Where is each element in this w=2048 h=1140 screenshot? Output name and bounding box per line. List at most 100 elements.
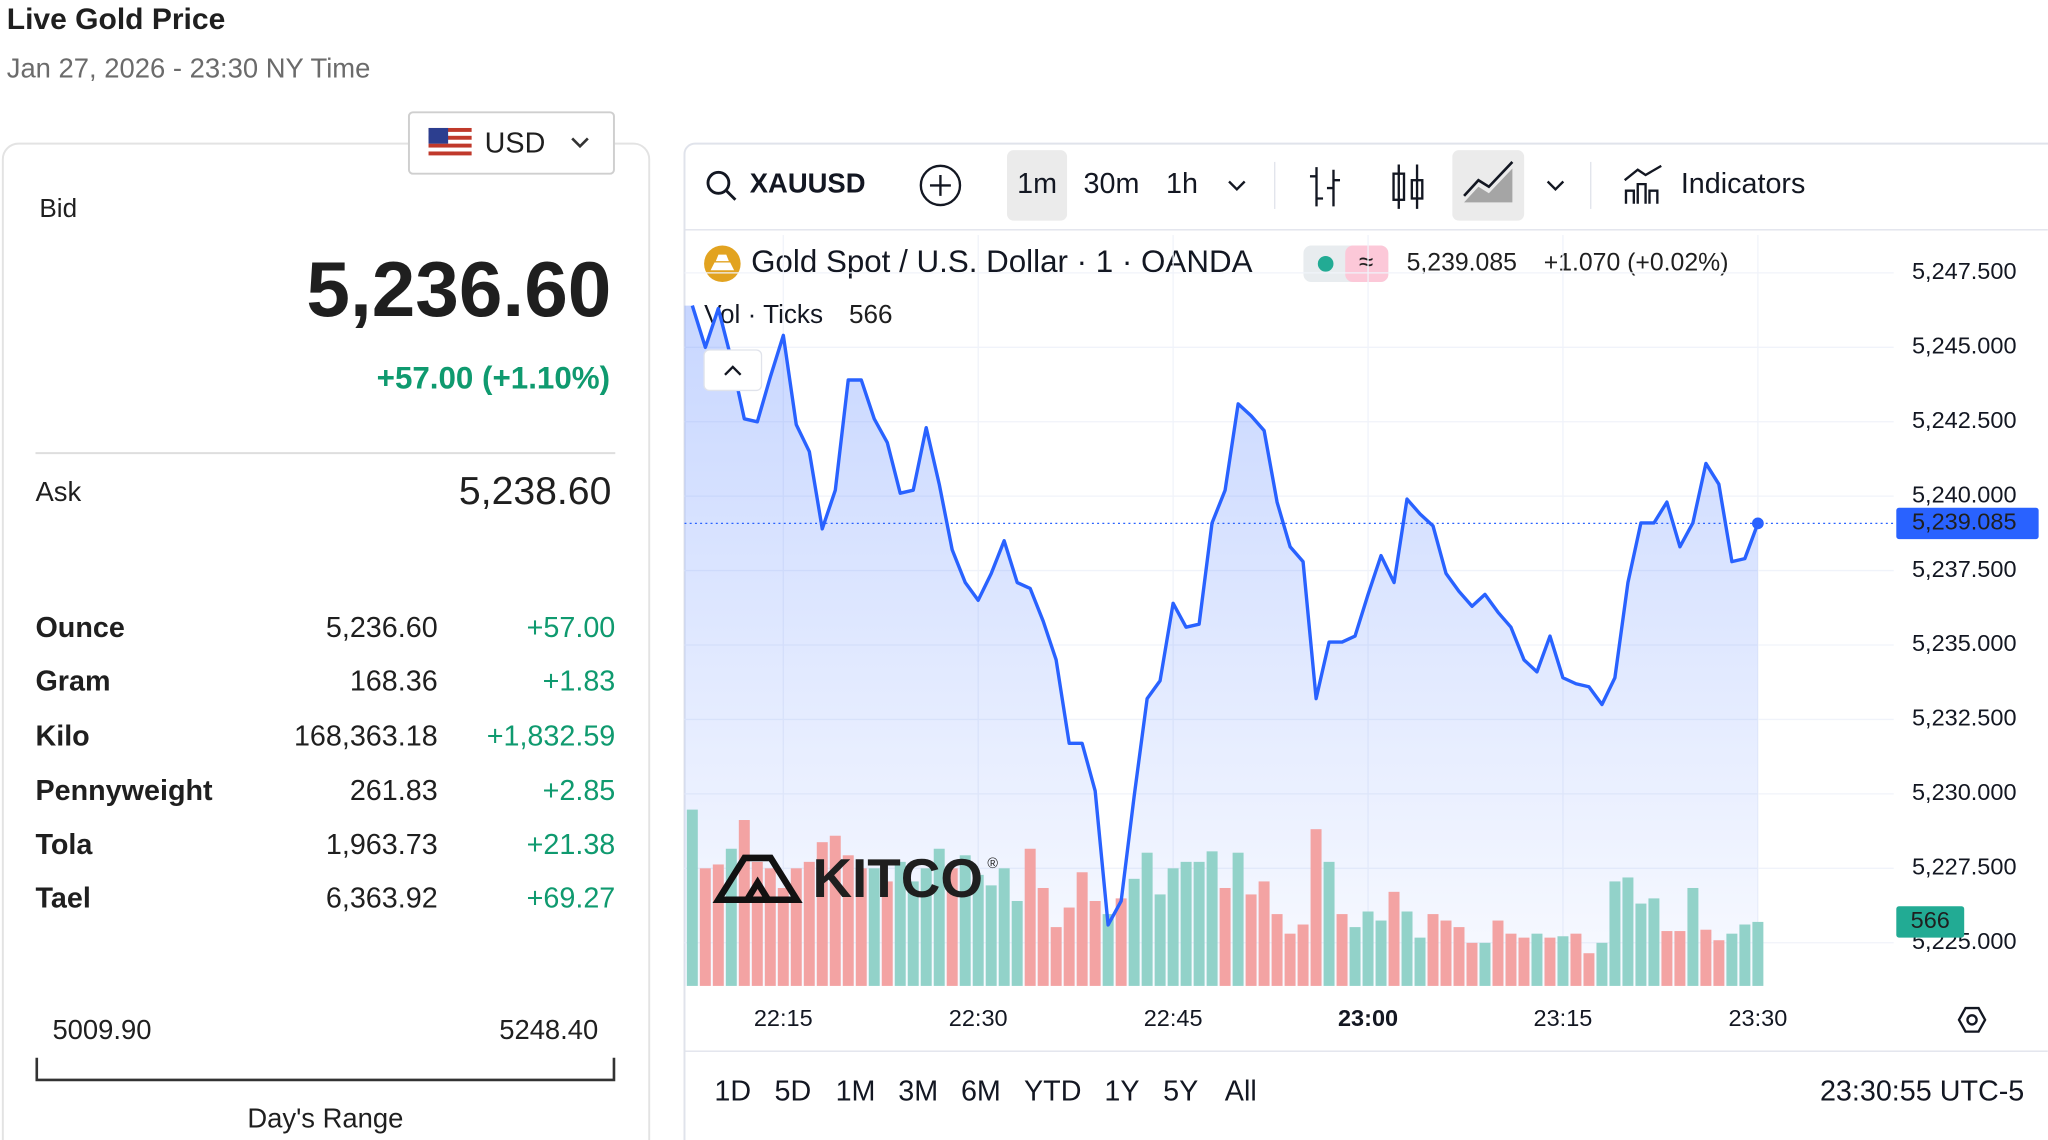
area-fill	[684, 305, 1758, 986]
bid-label: Bid	[39, 193, 77, 223]
last-point	[1752, 517, 1764, 530]
us-flag	[428, 127, 472, 159]
x-tick-label: 22:30	[949, 1005, 1008, 1031]
volume-bar	[959, 855, 971, 986]
x-tick-label: 22:15	[754, 1005, 813, 1031]
compare-button[interactable]	[919, 164, 962, 207]
range-button[interactable]: 1D	[714, 1076, 751, 1108]
volume-bar	[1310, 829, 1322, 986]
intervals: 1m 30m 1h	[1017, 168, 1198, 200]
volume-bar	[1193, 861, 1205, 986]
y-tick-label: 5,240.000	[1912, 481, 2017, 507]
y-tick-label: 5,247.500	[1912, 258, 2017, 284]
range-button[interactable]: 1Y	[1104, 1076, 1139, 1108]
interval-menu[interactable]	[1228, 180, 1246, 192]
y-tick-label: 5,237.500	[1912, 556, 2017, 582]
interval-button[interactable]: 1m	[1017, 168, 1057, 200]
unit-price: 168,363.18	[294, 720, 438, 752]
volume-badge-label: 566	[1911, 907, 1950, 933]
volume-legend-value: 566	[849, 299, 893, 329]
unit-price: 6,363.92	[326, 882, 438, 914]
unit-name: Ounce	[35, 612, 124, 644]
candle-icon[interactable]	[1392, 164, 1424, 209]
logo-mark: ®	[987, 856, 998, 872]
range-button[interactable]: All	[1225, 1076, 1257, 1108]
style-menu[interactable]	[1546, 180, 1565, 192]
interval-button[interactable]: 1h	[1166, 168, 1198, 200]
volume-bar	[1414, 937, 1426, 986]
currency-box[interactable]	[407, 111, 615, 175]
volume-bar	[1102, 914, 1114, 986]
range-label: Day's Range	[247, 1103, 403, 1134]
volume-bar	[1297, 924, 1309, 986]
volume-bar	[1388, 891, 1400, 986]
volume-bar	[1739, 924, 1751, 986]
unit-table: Ounce 5,236.60 +57.00 Gram 168.36 +1.83 Kilo 16…	[35, 612, 615, 914]
volume-bar	[1219, 887, 1231, 986]
volume-bar	[1635, 903, 1647, 986]
unit-change: +69.27	[527, 882, 616, 914]
plot-area	[684, 305, 1764, 986]
symbol-search[interactable]: XAUUSD	[706, 168, 866, 201]
range-button[interactable]: 3M	[898, 1076, 938, 1108]
volume-bar	[1609, 881, 1621, 986]
volume-bar	[1401, 911, 1413, 986]
unit-name: Gram	[35, 666, 110, 698]
range-button[interactable]: 6M	[961, 1076, 1001, 1108]
symbol[interactable]: XAUUSD	[750, 168, 866, 199]
y-tick-label: 5,242.500	[1912, 407, 2017, 433]
last-price-badge	[1896, 507, 2039, 540]
currency-label[interactable]: USD	[485, 128, 546, 160]
clock: 23:30:55 UTC-5	[1820, 1076, 2024, 1108]
volume-bar	[907, 881, 919, 986]
unit-price: 261.83	[350, 775, 438, 807]
volume-bar	[1479, 942, 1491, 986]
volume-bar	[1648, 898, 1660, 986]
unit-change: +1,832.59	[487, 720, 616, 752]
volume-bar	[1375, 920, 1387, 986]
unit-name: Pennyweight	[35, 775, 213, 807]
volume-bar	[1141, 852, 1153, 986]
range-button[interactable]: 5Y	[1163, 1076, 1198, 1108]
unit-change: +21.38	[527, 829, 616, 861]
volume-bar	[686, 809, 698, 986]
volume-bar	[1076, 872, 1088, 986]
range-button[interactable]: 5D	[775, 1076, 812, 1108]
volume-bar	[803, 861, 815, 986]
currency-select[interactable]: USD	[407, 111, 615, 175]
volume-bar	[790, 868, 802, 986]
volume-bar	[1570, 933, 1582, 986]
interval-button[interactable]: 30m	[1084, 168, 1140, 200]
volume-bar	[1726, 933, 1738, 986]
volume-bar	[972, 874, 984, 986]
indicators-label[interactable]: Indicators	[1681, 168, 1806, 200]
volume-bar	[1687, 887, 1699, 986]
volume-bar	[1661, 931, 1673, 986]
indicators-button[interactable]: Indicators	[1623, 164, 1806, 204]
range-button[interactable]: 1M	[836, 1076, 876, 1108]
volume-bar	[1128, 878, 1140, 986]
area-icon[interactable]	[1463, 161, 1514, 203]
settings-icon[interactable]	[1957, 1006, 1987, 1033]
volume-bar	[1518, 937, 1530, 986]
volume-bar	[1336, 914, 1348, 986]
y-tick-label: 5,235.000	[1912, 630, 2017, 656]
unit-price: 5,236.60	[326, 612, 438, 644]
volume-bar	[1557, 936, 1569, 986]
x-tick-label: 23:00	[1338, 1005, 1398, 1031]
delay-icon: ≈	[1359, 247, 1373, 277]
chart-title: Gold Spot / U.S. Dollar · 1 · OANDA	[751, 244, 1253, 279]
unit-name: Tola	[35, 829, 93, 861]
market-open-dot	[1317, 255, 1334, 272]
active-interval-bg	[1007, 150, 1068, 221]
volume-bar	[1674, 931, 1686, 986]
range-high: 5248.40	[499, 1014, 598, 1045]
y-tick-label: 5,230.000	[1912, 779, 2017, 805]
volume-bar	[816, 842, 828, 986]
volume-bar	[1284, 933, 1296, 986]
range-button[interactable]: YTD	[1024, 1076, 1081, 1108]
collapse-button[interactable]	[703, 349, 763, 392]
volume-bar	[855, 868, 867, 986]
bid-price: 5,236.60	[306, 245, 611, 333]
bar-type-icon[interactable]	[1309, 167, 1341, 207]
